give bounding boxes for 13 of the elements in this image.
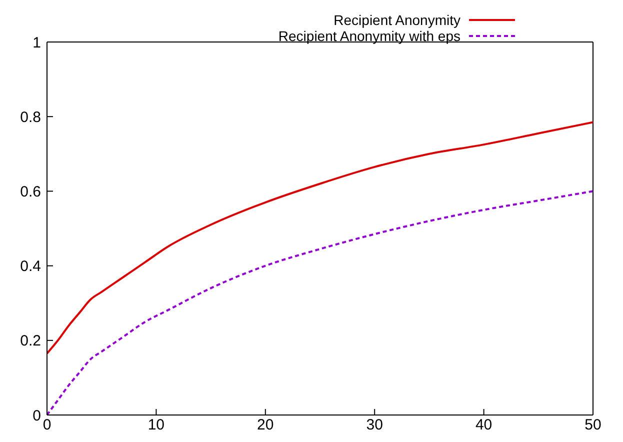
legend-label: Recipient Anonymity xyxy=(334,12,460,28)
x-tick-label: 10 xyxy=(148,416,165,434)
y-tick-label: 0.6 xyxy=(20,184,41,201)
y-tick-label: 0.2 xyxy=(20,332,41,350)
y-tick-label: 0.4 xyxy=(20,258,41,276)
x-tick-label: 20 xyxy=(257,416,274,434)
x-tick-label: 50 xyxy=(584,416,602,434)
y-tick-label: 1 xyxy=(32,34,41,52)
legend-label: Recipient Anonymity with eps xyxy=(278,28,460,44)
line-series xyxy=(47,121,593,354)
x-tick-label: 30 xyxy=(366,416,383,434)
y-tick-label: 0.8 xyxy=(20,108,41,126)
x-tick-label: 40 xyxy=(475,416,492,434)
